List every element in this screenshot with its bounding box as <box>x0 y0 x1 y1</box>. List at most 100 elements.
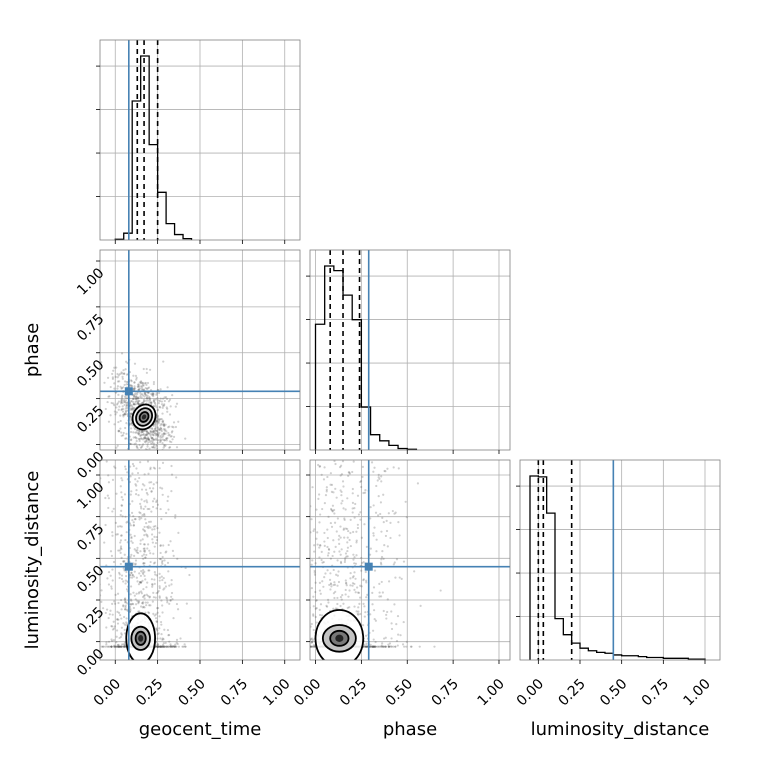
sample-point <box>161 442 164 445</box>
sample-point <box>156 643 159 646</box>
sample-point <box>156 632 159 636</box>
sample-point <box>313 569 316 573</box>
x-tick-label-geocent_time-2: 0.50 <box>175 676 208 709</box>
sample-point <box>119 645 122 648</box>
sample-point <box>384 219 386 221</box>
sample-point <box>148 481 151 484</box>
sample-point <box>331 510 334 513</box>
sample-point <box>143 436 146 439</box>
sample-point <box>146 396 149 399</box>
sample-point <box>141 430 145 434</box>
sample-point <box>315 621 318 624</box>
sample-point <box>305 646 307 648</box>
sample-point <box>121 445 123 447</box>
sample-point <box>120 577 124 581</box>
sample-point <box>145 437 149 441</box>
sample-point <box>372 645 375 648</box>
x-tick-label-luminosity_distance-1: 0.25 <box>555 676 588 709</box>
sample-point <box>333 550 336 553</box>
contour-level-3 <box>335 634 344 642</box>
sample-point <box>305 637 307 639</box>
sample-point <box>129 409 133 412</box>
sample-point <box>146 445 149 448</box>
sample-point <box>292 574 294 576</box>
sample-point <box>132 606 135 610</box>
sample-point <box>161 420 164 423</box>
sample-point <box>112 507 115 510</box>
sample-point <box>109 609 112 612</box>
sample-point <box>137 432 140 435</box>
histogram-bin-luminosity_distance-9 <box>605 653 613 660</box>
sample-point <box>111 568 114 571</box>
sample-point <box>132 394 135 397</box>
sample-point <box>142 433 145 436</box>
sample-point <box>136 397 139 400</box>
sample-point <box>110 638 113 641</box>
sample-point <box>111 613 114 616</box>
sample-point <box>159 486 162 489</box>
sample-point <box>148 604 151 607</box>
sample-point <box>290 642 292 644</box>
sample-point <box>158 431 161 434</box>
sample-point <box>124 604 127 607</box>
sample-point <box>156 645 159 648</box>
sample-point <box>125 405 128 408</box>
panel-frame <box>309 459 511 661</box>
sample-point <box>159 637 162 640</box>
sample-point <box>124 401 127 404</box>
sample-point <box>393 603 396 606</box>
sample-point <box>149 526 152 529</box>
sample-point <box>110 645 113 648</box>
sample-point <box>154 427 157 430</box>
sample-point <box>170 431 173 434</box>
sample-point <box>125 437 128 440</box>
sample-point <box>148 549 151 552</box>
sample-point <box>371 645 374 648</box>
sample-point <box>370 645 374 648</box>
sample-point <box>120 645 123 648</box>
sample-point <box>305 621 307 623</box>
sample-point <box>319 592 322 595</box>
sample-point <box>124 515 127 518</box>
sample-point <box>121 560 125 563</box>
histogram-bin-luminosity_distance-2 <box>547 513 555 660</box>
sample-point <box>158 420 161 423</box>
sample-point <box>158 627 161 630</box>
sample-point <box>113 366 116 369</box>
sample-point <box>266 541 268 543</box>
sample-point <box>156 416 159 419</box>
sample-point <box>226 435 228 437</box>
sample-point <box>386 598 389 601</box>
sample-point <box>141 602 144 605</box>
sample-point <box>152 395 155 398</box>
sample-point <box>146 432 149 435</box>
sample-point <box>161 487 164 490</box>
sample-point <box>136 397 139 400</box>
sample-point <box>141 394 145 397</box>
sample-point <box>363 645 366 648</box>
sample-point <box>159 645 162 648</box>
sample-point <box>325 490 328 493</box>
sample-point <box>346 546 350 549</box>
sample-point <box>310 640 314 643</box>
sample-point <box>384 645 388 648</box>
sample-point <box>122 604 125 607</box>
sample-point <box>156 591 160 594</box>
sample-point <box>152 438 155 441</box>
sample-point <box>142 429 145 433</box>
sample-point <box>162 544 165 547</box>
sample-point <box>157 433 160 436</box>
sample-point <box>103 381 106 384</box>
sample-point <box>343 560 346 564</box>
sample-point <box>119 541 122 544</box>
panel-content <box>100 445 300 660</box>
sample-point <box>143 382 146 385</box>
sample-point <box>133 393 136 396</box>
sample-point <box>119 513 122 517</box>
sample-point <box>154 453 156 455</box>
sample-point <box>172 426 175 429</box>
sample-point <box>130 571 133 574</box>
sample-point <box>303 542 305 544</box>
sample-point <box>378 582 381 586</box>
